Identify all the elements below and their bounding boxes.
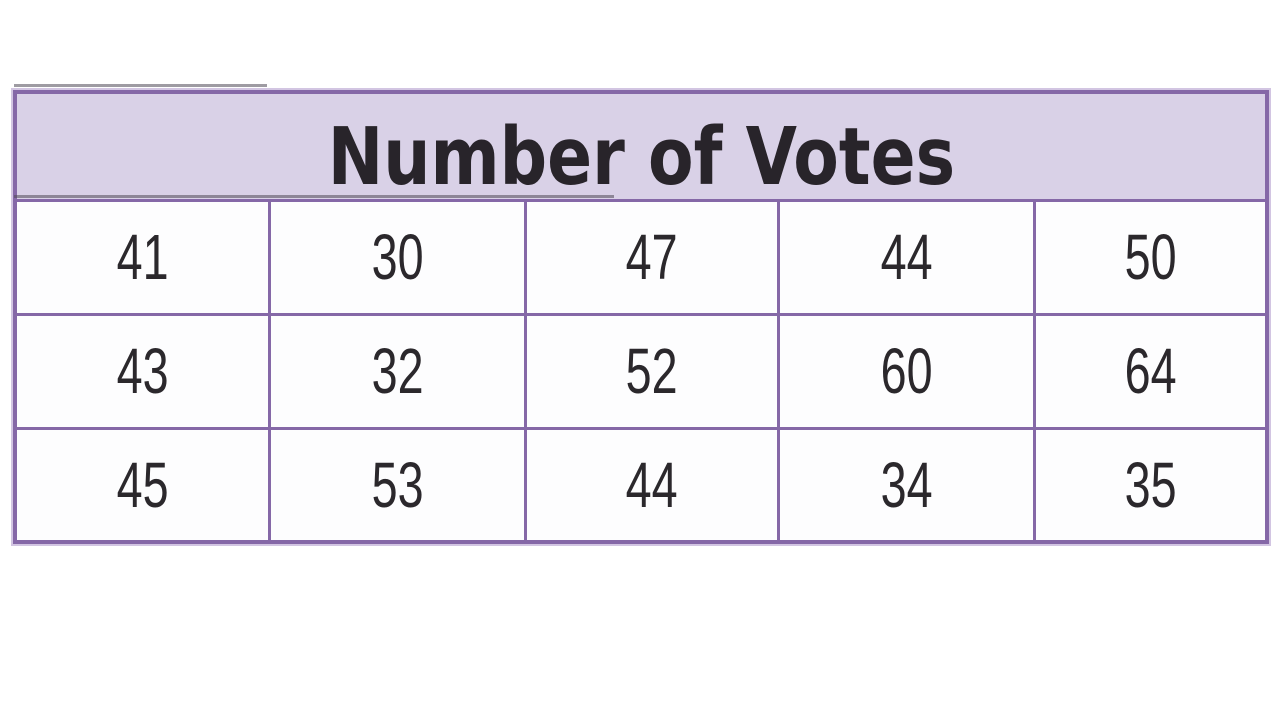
cell-value: 43 [116,335,169,407]
table-row: 43 32 52 60 64 [13,312,1269,430]
table-title-cell: Number of Votes [13,90,1269,203]
table-cell: 44 [777,198,1036,316]
cell-value: 32 [371,335,424,407]
cell-value: 30 [371,221,424,293]
table-cell: 41 [13,198,272,316]
cell-value: 44 [880,221,933,293]
scan-artifact-line [14,84,267,87]
cell-value: 53 [371,448,424,521]
table-cell: 35 [1032,426,1269,544]
table-row: 45 53 44 34 35 [13,426,1269,544]
table-cell: 34 [777,426,1036,544]
table-row: 41 30 47 44 50 [13,198,1269,316]
table-cell: 50 [1032,198,1269,316]
cell-value: 60 [880,335,933,407]
table-cell: 64 [1032,312,1269,430]
table-cell: 30 [268,198,527,316]
table-cell: 43 [13,312,272,430]
number-of-votes-table: Number of Votes 41 30 47 44 50 43 32 52 … [13,90,1269,544]
table-cell: 52 [523,312,781,430]
table-cell: 44 [523,426,781,544]
cell-value: 45 [116,448,169,521]
cell-value: 64 [1124,335,1177,407]
table-cell: 47 [523,198,781,316]
table-cell: 60 [777,312,1036,430]
cell-value: 34 [880,448,933,521]
cell-value: 47 [625,221,678,293]
table-cell: 45 [13,426,272,544]
table-cell: 53 [268,426,527,544]
cell-value: 35 [1124,448,1177,521]
cell-value: 41 [116,221,169,293]
cell-value: 44 [625,448,678,521]
table-title: Number of Votes [327,110,955,203]
cell-value: 52 [625,335,678,407]
table-header-row: Number of Votes [13,90,1269,203]
cell-value: 50 [1124,221,1177,293]
table-cell: 32 [268,312,527,430]
